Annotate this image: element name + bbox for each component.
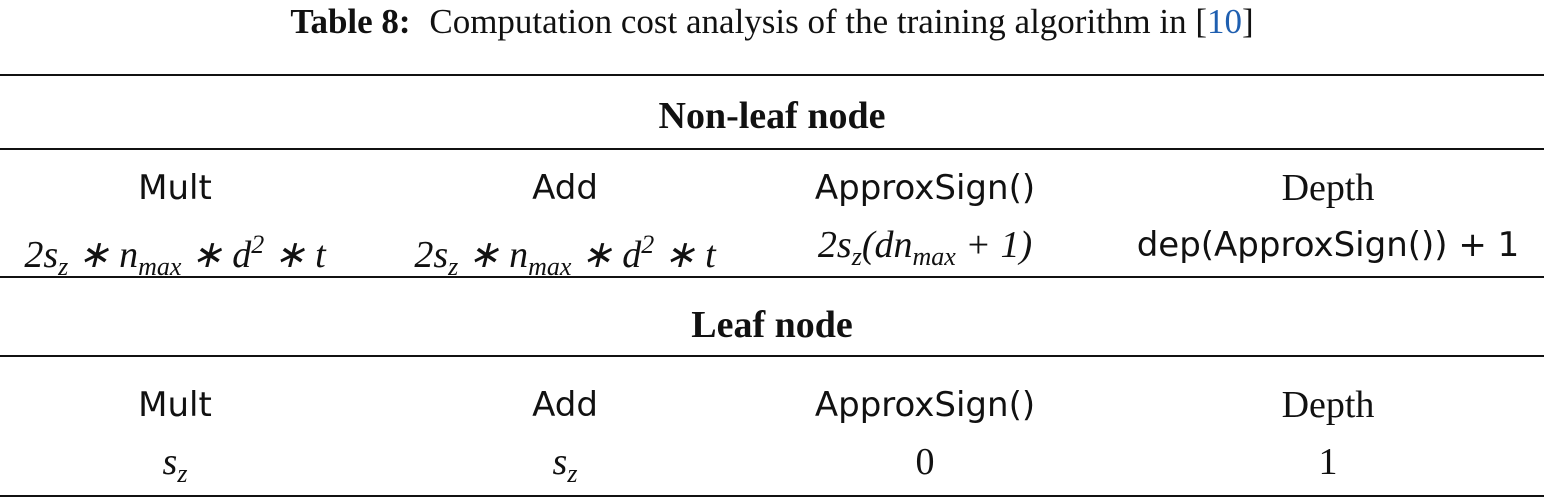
- column-header: Add: [532, 168, 598, 208]
- column-header: ApproxSign(): [814, 168, 1036, 208]
- math-segment: ∗ t: [654, 234, 716, 276]
- math-segment: (dn: [861, 224, 913, 266]
- math-segment: max: [912, 242, 956, 271]
- table-rule: [0, 276, 1544, 278]
- math-segment: s: [552, 441, 568, 483]
- table-cell: dep(ApproxSign()) + 1: [1118, 221, 1538, 269]
- column-header: Mult: [138, 168, 212, 208]
- math-segment: z: [567, 459, 578, 488]
- table-cell: sz: [0, 438, 385, 498]
- math-segment: 1: [1318, 441, 1338, 483]
- citation-link[interactable]: 10: [1207, 2, 1243, 41]
- math-segment: z: [851, 242, 862, 271]
- math-segment: s: [162, 441, 178, 483]
- math-segment: 2s: [24, 234, 59, 276]
- math-segment: dep(ApproxSign()) + 1: [1136, 225, 1520, 265]
- column-header: Mult: [138, 385, 212, 425]
- math-segment: ∗ d: [181, 234, 252, 276]
- table-cell: 1: [1118, 438, 1538, 486]
- section-title: Leaf node: [691, 304, 853, 346]
- math-segment: 0: [915, 441, 935, 483]
- column-header: ApproxSign(): [814, 385, 1036, 425]
- table-rule: [0, 148, 1544, 150]
- table-rule: [0, 74, 1544, 76]
- math-segment: z: [177, 459, 188, 488]
- table-rule: [0, 495, 1544, 497]
- caption-label: Table 8:: [290, 2, 411, 41]
- table-cell: 2sz(dnmax + 1): [715, 221, 1135, 281]
- table-cell: 2sz ∗ nmax ∗ d2 ∗ t: [355, 221, 775, 291]
- math-segment: ∗ n: [68, 234, 139, 276]
- caption-bracket: ]: [1242, 2, 1254, 41]
- table-caption: Table 8: Computation cost analysis of th…: [0, 0, 1544, 44]
- math-segment: z: [448, 252, 459, 281]
- column-header: Depth: [1281, 384, 1375, 426]
- math-segment: 2: [251, 230, 265, 259]
- section-title: Non-leaf node: [658, 95, 886, 137]
- table-cell: 2sz ∗ nmax ∗ d2 ∗ t: [0, 221, 385, 291]
- math-segment: 2s: [414, 234, 449, 276]
- column-header: Depth: [1281, 167, 1375, 209]
- caption-bracket: [: [1195, 2, 1208, 41]
- math-segment: ∗ d: [571, 234, 642, 276]
- math-segment: ∗ t: [264, 234, 326, 276]
- math-segment: ∗ n: [458, 234, 529, 276]
- table-cell: 0: [715, 438, 1135, 486]
- math-segment: 2: [641, 230, 655, 259]
- table-cell: sz: [355, 438, 775, 498]
- math-segment: 2s: [817, 224, 852, 266]
- caption-text: Computation cost analysis of the trainin…: [429, 2, 1187, 41]
- table-rule: [0, 355, 1544, 357]
- column-header: Add: [532, 385, 598, 425]
- math-segment: + 1): [955, 224, 1033, 266]
- math-segment: z: [58, 252, 69, 281]
